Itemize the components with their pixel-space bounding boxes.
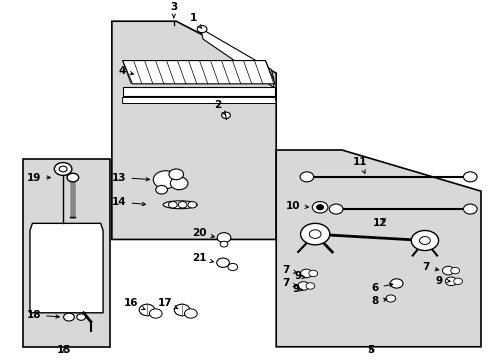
Circle shape bbox=[197, 26, 206, 33]
Text: 12: 12 bbox=[372, 219, 386, 228]
Circle shape bbox=[300, 269, 312, 278]
Circle shape bbox=[308, 270, 317, 277]
Text: 4: 4 bbox=[118, 66, 133, 76]
Circle shape bbox=[67, 173, 79, 182]
Text: 7: 7 bbox=[282, 265, 296, 275]
Text: 9: 9 bbox=[292, 284, 302, 294]
Text: 21: 21 bbox=[192, 253, 213, 264]
Circle shape bbox=[168, 169, 183, 180]
Circle shape bbox=[453, 278, 462, 284]
Circle shape bbox=[297, 282, 309, 290]
Text: 8: 8 bbox=[370, 296, 386, 306]
Circle shape bbox=[153, 171, 177, 189]
Text: 19: 19 bbox=[27, 172, 50, 183]
Text: 9: 9 bbox=[294, 271, 305, 281]
Circle shape bbox=[442, 266, 453, 275]
Polygon shape bbox=[200, 28, 273, 87]
Text: 16: 16 bbox=[123, 298, 145, 310]
Text: 11: 11 bbox=[352, 157, 366, 173]
Circle shape bbox=[309, 230, 321, 238]
Circle shape bbox=[216, 258, 229, 267]
Text: 18: 18 bbox=[27, 310, 59, 320]
Circle shape bbox=[300, 223, 329, 245]
Text: 6: 6 bbox=[370, 283, 392, 293]
Polygon shape bbox=[122, 98, 276, 104]
Circle shape bbox=[221, 112, 230, 118]
Circle shape bbox=[312, 202, 327, 213]
Circle shape bbox=[305, 283, 314, 289]
Bar bbox=[22, 159, 110, 347]
Circle shape bbox=[300, 172, 313, 182]
Text: 7: 7 bbox=[422, 262, 438, 273]
Text: 5: 5 bbox=[367, 345, 374, 355]
Polygon shape bbox=[276, 150, 480, 347]
Circle shape bbox=[184, 309, 197, 318]
Ellipse shape bbox=[163, 201, 197, 209]
Circle shape bbox=[220, 241, 227, 247]
Circle shape bbox=[385, 295, 395, 302]
Text: 10: 10 bbox=[285, 201, 308, 211]
Circle shape bbox=[316, 205, 323, 210]
Polygon shape bbox=[112, 21, 276, 239]
Circle shape bbox=[227, 264, 237, 271]
Circle shape bbox=[178, 202, 186, 208]
Text: 7: 7 bbox=[282, 278, 296, 288]
Text: 2: 2 bbox=[214, 100, 225, 115]
Circle shape bbox=[63, 313, 74, 321]
Circle shape bbox=[463, 204, 476, 214]
Circle shape bbox=[139, 304, 155, 316]
Circle shape bbox=[329, 204, 342, 214]
Circle shape bbox=[445, 277, 456, 285]
Text: 3: 3 bbox=[170, 2, 177, 18]
Text: 15: 15 bbox=[57, 345, 71, 355]
Polygon shape bbox=[122, 60, 275, 84]
Circle shape bbox=[149, 309, 162, 318]
Circle shape bbox=[410, 230, 438, 251]
Text: 20: 20 bbox=[192, 228, 214, 238]
Circle shape bbox=[59, 166, 67, 172]
Circle shape bbox=[419, 237, 429, 244]
Text: 13: 13 bbox=[112, 172, 149, 183]
Circle shape bbox=[77, 314, 85, 320]
Circle shape bbox=[168, 202, 177, 208]
Polygon shape bbox=[122, 87, 275, 96]
Circle shape bbox=[450, 267, 459, 274]
Polygon shape bbox=[30, 223, 103, 313]
Circle shape bbox=[217, 233, 230, 243]
Circle shape bbox=[156, 185, 167, 194]
Circle shape bbox=[463, 172, 476, 182]
Text: 1: 1 bbox=[189, 13, 201, 28]
Circle shape bbox=[170, 177, 187, 190]
Text: 14: 14 bbox=[112, 197, 145, 207]
Circle shape bbox=[54, 162, 72, 175]
Text: 17: 17 bbox=[158, 298, 178, 309]
Circle shape bbox=[187, 202, 196, 208]
Circle shape bbox=[389, 279, 402, 288]
Text: 9: 9 bbox=[435, 276, 449, 285]
Circle shape bbox=[174, 304, 189, 316]
